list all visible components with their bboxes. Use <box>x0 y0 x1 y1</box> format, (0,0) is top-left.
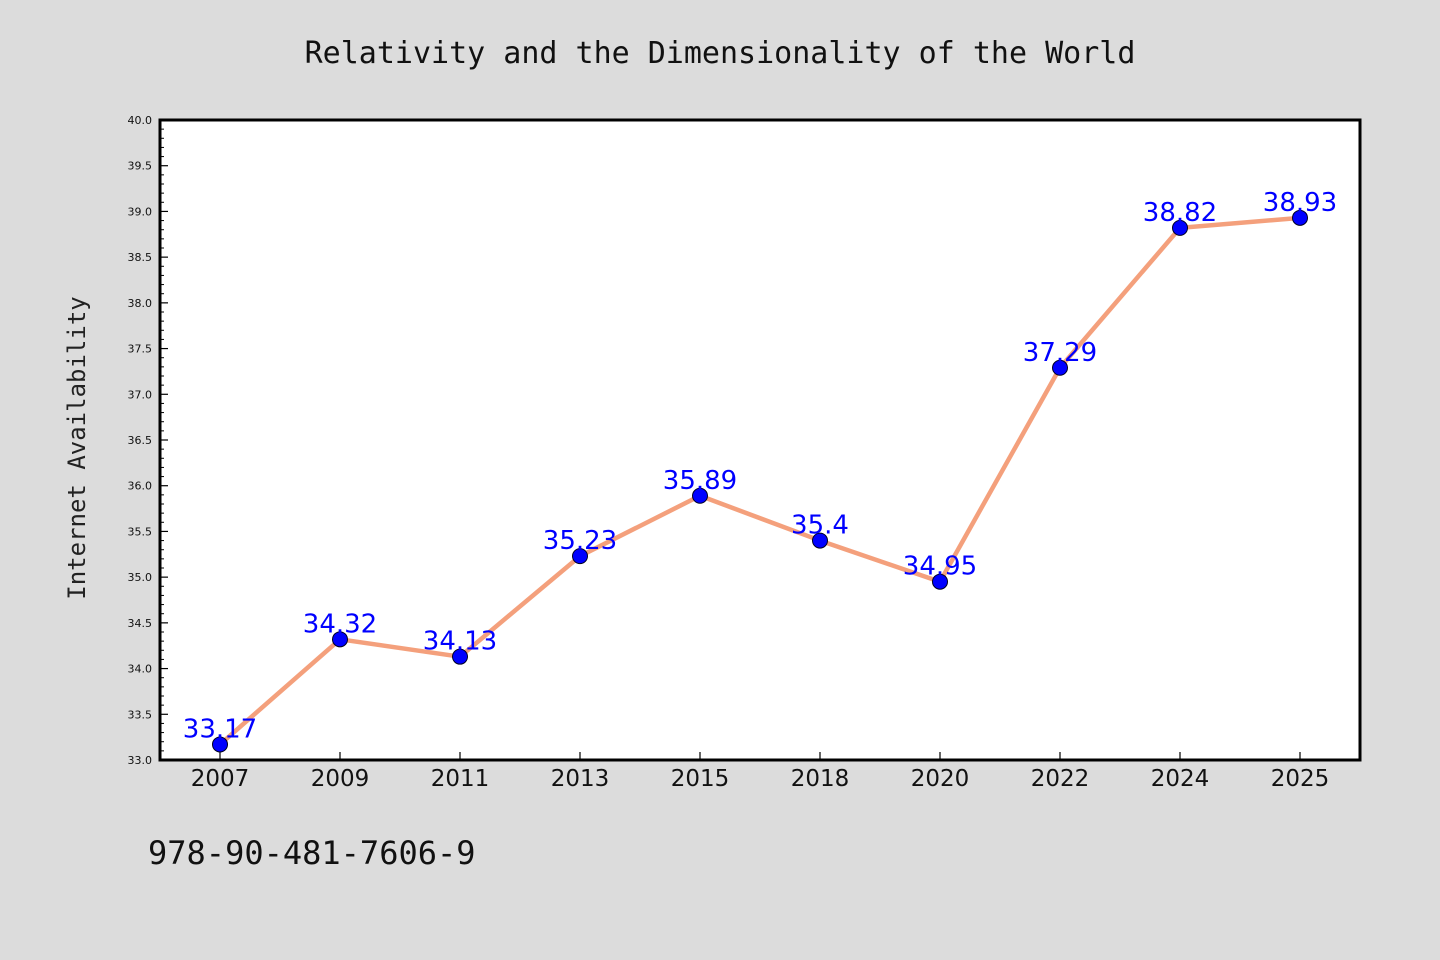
chart-title: Relativity and the Dimensionality of the… <box>305 36 1136 71</box>
x-tick-label-2025: 2025 <box>1271 766 1330 792</box>
y-tick-label-35.5: 35.5 <box>128 525 153 538</box>
isbn-footer: 978-90-481-7606-9 <box>148 834 476 872</box>
x-tick-label-2022: 2022 <box>1031 766 1090 792</box>
data-point-2020 <box>932 573 948 590</box>
data-point-2009 <box>332 631 348 648</box>
x-tick-label-2020: 2020 <box>911 766 970 792</box>
y-tick-label-38.5: 38.5 <box>128 251 153 264</box>
data-point-2013 <box>572 548 588 565</box>
data-labels: 33.17 34.32 34.13 35.23 35.89 35.4 34.95 37.29 3… <box>183 188 1337 745</box>
y-tick-label-36.0: 36.0 <box>128 480 153 493</box>
x-tick-label-2018: 2018 <box>791 766 850 792</box>
y-tick-label-36.5: 36.5 <box>128 434 153 447</box>
data-label-2018: 35.4 <box>791 511 849 541</box>
data-point-2022 <box>1052 359 1068 376</box>
y-tick-label-34.0: 34.0 <box>128 663 153 676</box>
data-series <box>212 209 1308 753</box>
data-point-2007 <box>212 736 228 753</box>
x-axis: 2007 2009 2011 2013 2015 2018 2020 2022 2024 2025 <box>191 752 1330 792</box>
y-tick-label-33.5: 33.5 <box>128 708 153 721</box>
y-axis-label: Internet Availability <box>63 296 91 599</box>
data-label-2022: 37.29 <box>1023 338 1097 368</box>
data-label-2009: 34.32 <box>303 609 377 639</box>
y-tick-label-37.5: 37.5 <box>128 343 153 356</box>
data-point-2015 <box>692 487 708 504</box>
x-tick-label-2011: 2011 <box>431 766 490 792</box>
plot-area <box>158 118 1362 762</box>
data-label-2011: 34.13 <box>423 627 497 657</box>
x-tick-label-2007: 2007 <box>191 766 250 792</box>
x-tick-label-2013: 2013 <box>551 766 610 792</box>
x-tick-label-2024: 2024 <box>1151 766 1210 792</box>
x-tick-label-2009: 2009 <box>311 766 370 792</box>
data-label-2015: 35.89 <box>663 466 737 496</box>
y-tick-label-37.0: 37.0 <box>128 388 153 401</box>
series-line <box>218 215 1301 747</box>
data-label-2013: 35.23 <box>543 526 617 556</box>
data-point-2018 <box>812 532 828 549</box>
y-tick-label-39.0: 39.0 <box>128 205 153 218</box>
data-point-2011 <box>452 648 468 665</box>
data-label-2020: 34.95 <box>903 552 977 582</box>
y-tick-label-33.0: 33.0 <box>128 754 153 767</box>
data-label-2025: 38.93 <box>1263 188 1337 218</box>
data-label-2007: 33.17 <box>183 714 257 744</box>
y-tick-label-40.0: 40.0 <box>128 114 153 127</box>
y-tick-label-34.5: 34.5 <box>128 617 153 630</box>
y-tick-label-38.0: 38.0 <box>128 297 153 310</box>
data-label-2024: 38.82 <box>1143 198 1217 228</box>
y-tick-label-39.5: 39.5 <box>128 160 153 173</box>
y-tick-label-35.0: 35.0 <box>128 571 153 584</box>
data-point-2024 <box>1172 219 1188 236</box>
data-point-2025 <box>1292 209 1308 226</box>
y-axis: 33.0 33.5 34.0 34.5 35.0 35.5 36.0 36.5 37.0 37.5… <box>128 114 168 767</box>
x-tick-label-2015: 2015 <box>671 766 730 792</box>
